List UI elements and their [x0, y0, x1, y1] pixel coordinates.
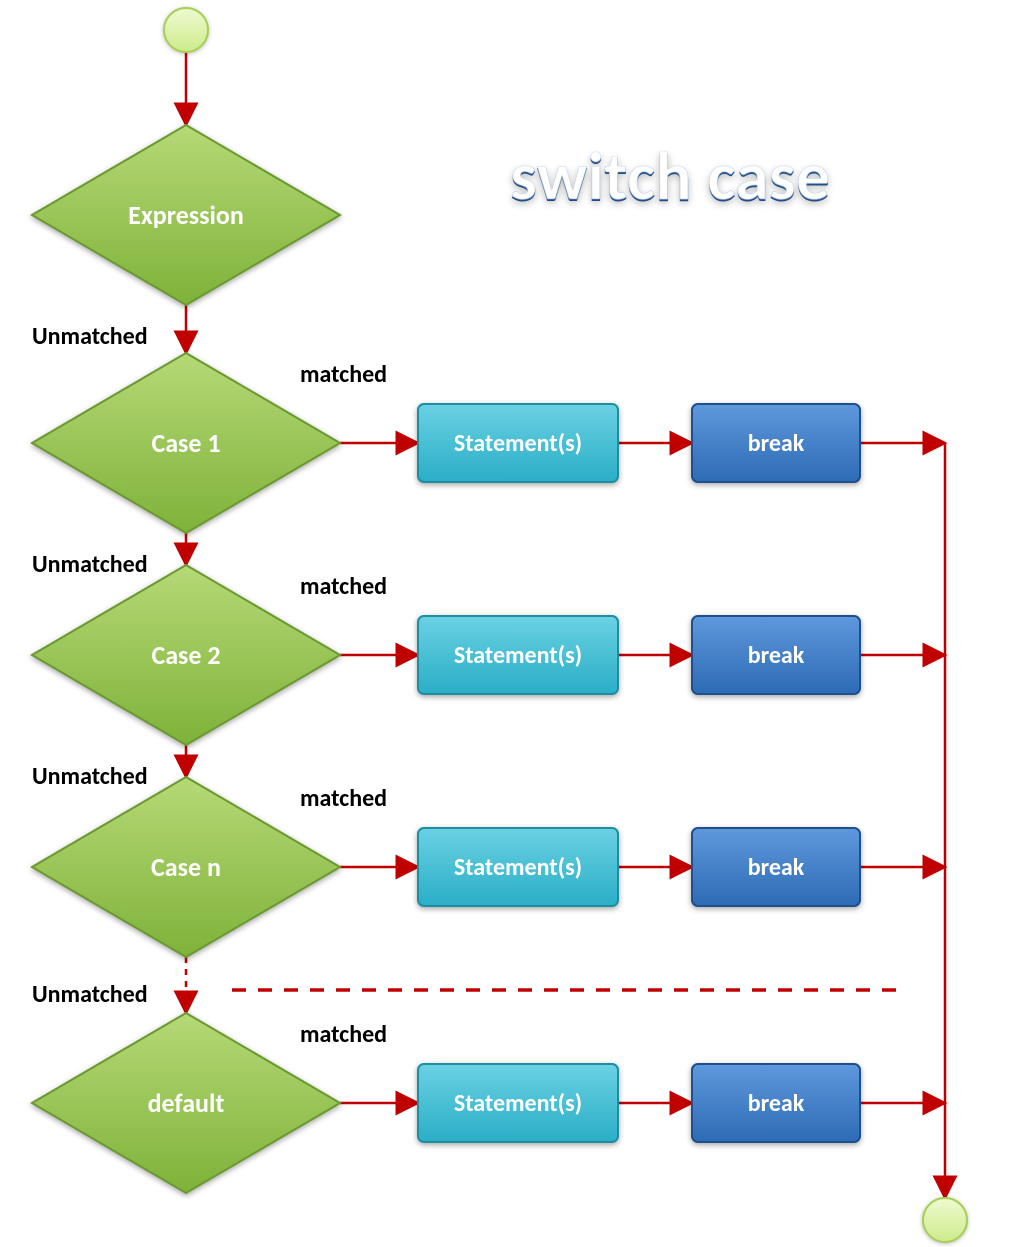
stmtd-box [418, 1064, 618, 1142]
expression-diamond [32, 125, 340, 305]
start-terminal [164, 8, 208, 52]
brk1-box [692, 404, 860, 482]
stmtn-box [418, 828, 618, 906]
diagram-title: switch case [510, 135, 830, 218]
default-diamond [32, 1013, 340, 1193]
stmt1-box [418, 404, 618, 482]
case2-diamond [32, 565, 340, 745]
brkn-box [692, 828, 860, 906]
case1-diamond [32, 353, 340, 533]
stmt2-box [418, 616, 618, 694]
casen-diamond [32, 777, 340, 957]
brkd-box [692, 1064, 860, 1142]
end-terminal [923, 1198, 967, 1242]
flowchart-canvas: ExpressionCase 1Case 2Case ndefaultState… [0, 0, 1020, 1247]
brk2-box [692, 616, 860, 694]
